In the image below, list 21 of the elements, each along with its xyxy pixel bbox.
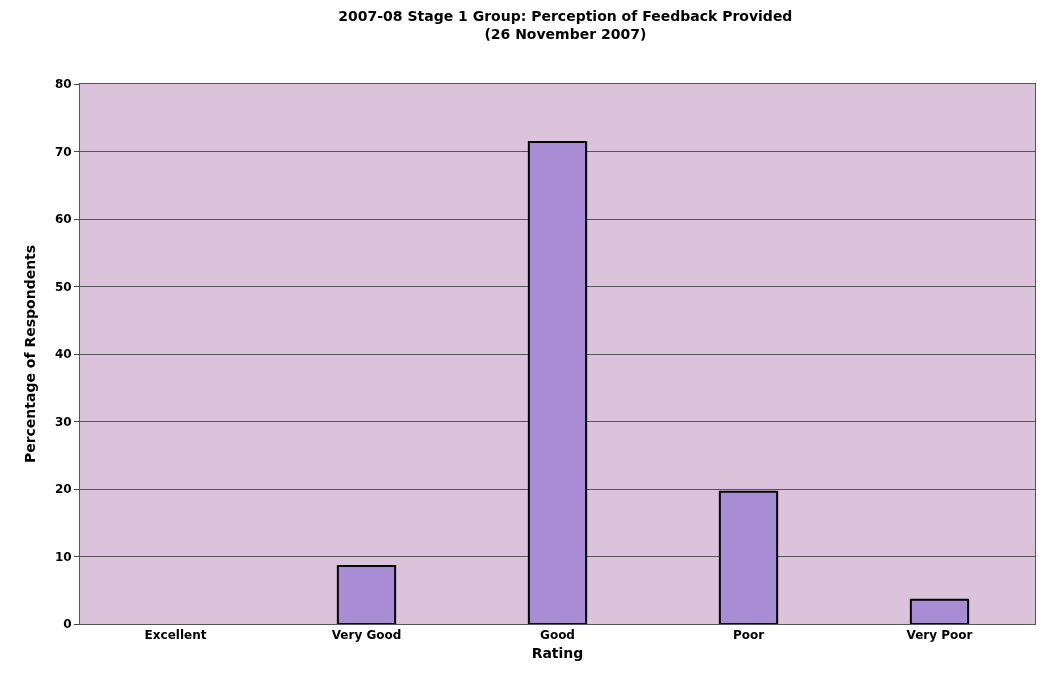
y-tick-label: 80: [54, 77, 72, 92]
y-tick-label: 0: [63, 617, 72, 632]
x-axis-title: Rating: [531, 644, 584, 661]
bar: [527, 141, 588, 624]
chart-title: 2007-08 Stage 1 Group: Perception of Feedback Provided (26 November 2007): [338, 7, 793, 42]
x-tick-label: Good: [540, 628, 575, 643]
y-tick-label: 30: [54, 414, 72, 429]
bar: [909, 598, 970, 624]
y-tick-label: 70: [54, 144, 72, 159]
y-tick-label: 10: [54, 549, 72, 564]
x-tick-label: Very Good: [331, 628, 402, 643]
y-tick-label: 40: [54, 347, 72, 362]
y-tick-label: 20: [54, 482, 72, 497]
bar: [718, 490, 779, 624]
x-tick-label: Very Poor: [906, 628, 973, 643]
y-tick-label: 50: [54, 279, 72, 294]
bar: [336, 564, 397, 624]
x-tick-label: Poor: [732, 628, 765, 643]
y-tick-label: 60: [54, 212, 72, 227]
x-tick-label: Excellent: [144, 628, 207, 643]
y-axis-title: Percentage of Respondents: [22, 244, 39, 464]
